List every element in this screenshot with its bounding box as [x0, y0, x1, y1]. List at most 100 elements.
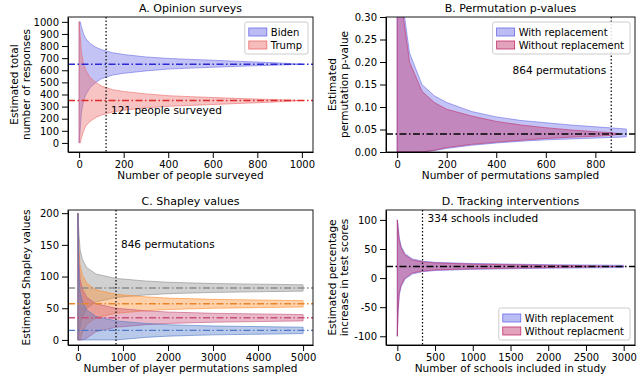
y-tick-label: 0 — [53, 335, 59, 346]
x-tick-mark — [397, 345, 398, 351]
x-tick: 1500 — [498, 345, 523, 363]
y-axis: 050100150200 — [40, 208, 69, 346]
x-tick: 3000 — [201, 345, 226, 363]
y-axis-title: Estimated — [326, 58, 338, 111]
band — [397, 220, 623, 336]
x-tick: 5000 — [291, 345, 316, 363]
x-tick-label: 3000 — [611, 352, 636, 363]
y-tick-label: 700 — [40, 53, 59, 64]
y-tick-label: 150 — [40, 240, 59, 251]
reference-line — [68, 100, 313, 101]
y-tick-label: 900 — [40, 29, 59, 40]
y-tick: 0.05 — [355, 124, 386, 135]
y-tick-mark — [62, 340, 68, 341]
x-tick-mark — [213, 345, 214, 351]
y-tick: 100 — [40, 126, 68, 137]
x-tick-mark — [595, 152, 596, 158]
y-tick: 50 — [364, 244, 386, 255]
reference-line — [386, 133, 635, 134]
legend: BidenTrump — [245, 22, 308, 54]
y-tick-label: 600 — [40, 65, 59, 76]
y-tick-label: 0.15 — [355, 79, 377, 90]
plot-frame — [386, 17, 635, 152]
x-tick: 2500 — [574, 345, 599, 363]
x-axis: 0200400600800 — [387, 152, 636, 170]
x-axis-title: Number of permutations sampled — [422, 169, 599, 181]
y-tick-mark — [62, 107, 68, 108]
y-tick: 800 — [40, 41, 68, 52]
x-tick-mark — [213, 152, 214, 158]
plot-area — [386, 17, 635, 152]
x-tick-label: 0 — [75, 352, 81, 363]
y-tick: 100 — [358, 215, 386, 226]
panel: 121 people surveyed020040060080010000100… — [8, 2, 315, 181]
x-tick: 0 — [76, 152, 82, 170]
y-tick: 0.25 — [355, 34, 386, 45]
y-tick-label: 100 — [40, 271, 59, 282]
legend: With replacementWithout replacement — [493, 22, 630, 54]
x-tick-mark — [168, 345, 169, 351]
x-tick-mark — [124, 152, 125, 158]
reference-line — [68, 303, 313, 304]
y-tick-mark — [380, 107, 386, 108]
legend-swatch — [497, 28, 515, 36]
y-tick-label: 0 — [53, 138, 59, 149]
y-axis-title: number of responses — [20, 29, 32, 140]
x-axis: 050010001500200025003000 — [387, 345, 637, 363]
y-axis: 0.000.050.100.150.200.250.30 — [355, 12, 387, 158]
x-tick: 600 — [537, 152, 556, 170]
y-tick-mark — [380, 220, 386, 221]
y-tick-label: 0.05 — [355, 124, 377, 135]
y-tick: 0.30 — [355, 12, 386, 23]
y-tick-mark — [380, 130, 386, 131]
legend-label: With replacement — [519, 27, 608, 38]
legend-swatch — [249, 28, 267, 36]
legend-label: Without replacment — [525, 326, 624, 337]
y-tick-mark — [62, 213, 68, 214]
x-tick-mark — [624, 345, 625, 351]
y-tick-label: 500 — [40, 77, 59, 88]
x-tick: 1000 — [111, 345, 136, 363]
y-tick: -100 — [354, 331, 386, 342]
figure-root: 121 people surveyed020040060080010000100… — [0, 0, 640, 382]
y-tick-mark — [380, 85, 386, 86]
y-tick-mark — [380, 17, 386, 18]
x-tick-mark — [548, 345, 549, 351]
y-tick-mark — [380, 278, 386, 279]
annotation: 121 people surveyed — [111, 104, 222, 116]
y-tick-label: 1000 — [34, 17, 59, 28]
legend-swatch — [503, 314, 521, 322]
y-tick-mark — [62, 308, 68, 309]
x-tick: 2000 — [536, 345, 561, 363]
x-tick-mark — [496, 152, 497, 158]
y-axis-line — [68, 18, 69, 153]
x-tick: 400 — [159, 152, 178, 170]
y-tick-label: 400 — [40, 89, 59, 100]
y-tick-mark — [62, 82, 68, 83]
y-tick-mark — [62, 119, 68, 120]
panel-title: D. Tracking interventions — [442, 195, 580, 208]
x-tick-mark — [79, 152, 80, 158]
y-tick-mark — [62, 46, 68, 47]
x-tick: 3000 — [611, 345, 636, 363]
band — [78, 213, 303, 340]
reference-line — [68, 317, 313, 318]
reference-line — [68, 287, 313, 288]
y-tick: 600 — [40, 65, 68, 76]
legend-label: With replacement — [525, 313, 614, 324]
y-tick-mark — [62, 277, 68, 278]
y-tick-label: 800 — [40, 41, 59, 52]
plot-area — [386, 210, 635, 345]
legend-swatch — [249, 41, 267, 49]
y-axis-title: permutation p-value — [338, 31, 350, 138]
y-tick-label: -100 — [354, 331, 377, 342]
y-tick: 0 — [53, 335, 68, 346]
y-axis-title: Estimated Shapley values — [20, 210, 32, 346]
x-tick-mark — [78, 345, 79, 351]
y-tick: 0.00 — [355, 147, 386, 158]
x-tick: 800 — [248, 152, 267, 170]
x-tick-label: 0 — [395, 352, 401, 363]
x-tick-label: 0 — [76, 159, 82, 170]
x-tick-mark — [303, 345, 304, 351]
y-tick-mark — [380, 40, 386, 41]
